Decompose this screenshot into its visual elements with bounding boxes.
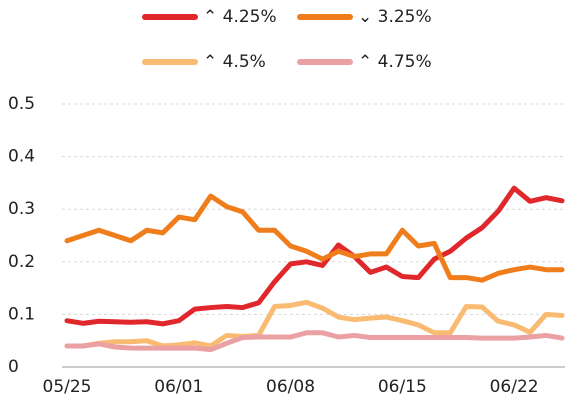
x-tick-label: 06/01 bbox=[154, 377, 203, 397]
x-tick-label: 06/22 bbox=[490, 377, 539, 397]
line-series bbox=[64, 185, 565, 327]
line-series bbox=[64, 330, 565, 353]
x-tick-label: 06/15 bbox=[378, 377, 427, 397]
line-series bbox=[64, 193, 565, 283]
y-tick-label: 0.3 bbox=[8, 199, 35, 219]
y-tick-label: 0.1 bbox=[8, 304, 35, 324]
legend-label: ⌄ 3.25% bbox=[358, 7, 432, 27]
y-tick-label: 0 bbox=[8, 357, 19, 377]
line-series bbox=[64, 299, 565, 349]
x-tick-label: 06/08 bbox=[266, 377, 315, 397]
y-tick-label: 0.5 bbox=[8, 94, 35, 114]
legend-label: ⌃ 4.5% bbox=[203, 52, 266, 72]
legend-label: ⌃ 4.75% bbox=[358, 52, 432, 72]
legend-label: ⌃ 4.25% bbox=[203, 7, 277, 27]
x-tick-label: 05/25 bbox=[43, 377, 92, 397]
y-tick-label: 0.4 bbox=[8, 147, 35, 167]
y-tick-label: 0.2 bbox=[8, 252, 35, 272]
